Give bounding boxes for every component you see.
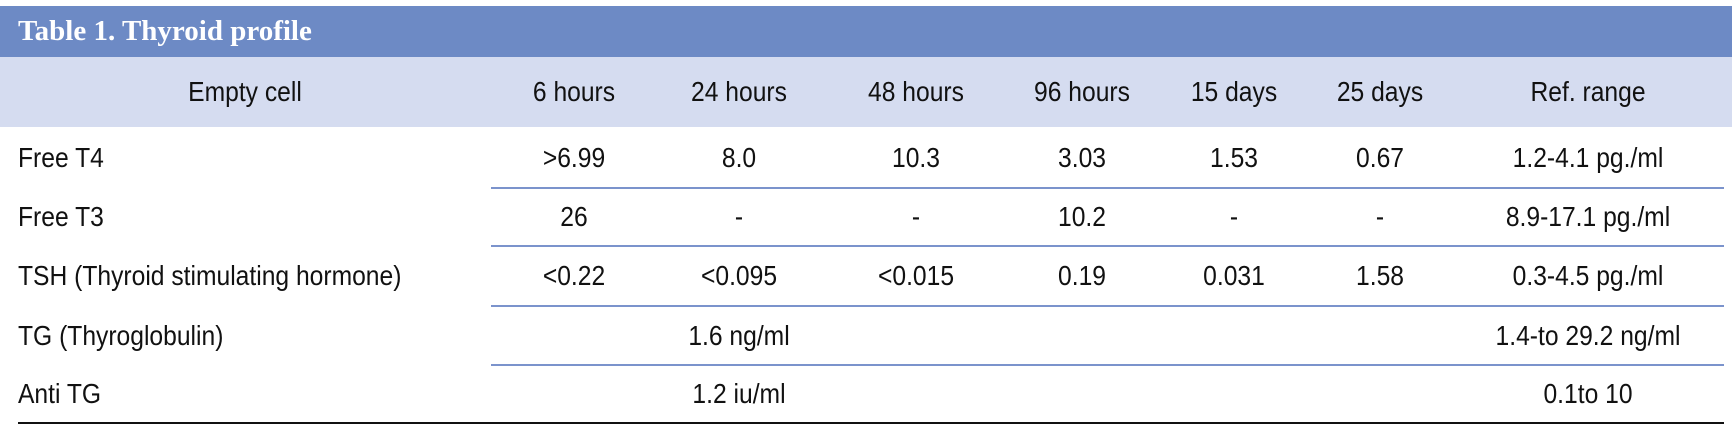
row-separator [491, 305, 1724, 307]
ref-range: 0.1to 10 [1543, 378, 1633, 409]
value-cell: - [734, 201, 744, 232]
row-separator [491, 364, 1724, 366]
title-bar [0, 6, 1732, 57]
value-cell: - [911, 201, 921, 232]
result-cell: 1.6 ng/ml [688, 319, 790, 351]
row-label: TG (Thyroglobulin) [18, 319, 224, 351]
row-separator [491, 187, 1724, 189]
column-header: 96 hours [1034, 76, 1130, 107]
value-cell: 1.58 [1356, 260, 1404, 291]
value-cell: 26 [560, 201, 588, 232]
value-cell: <0.095 [700, 260, 778, 291]
column-header: Empty cell [188, 76, 302, 107]
value-cell: 0.031 [1203, 260, 1265, 291]
row-label: Free T3 [18, 201, 104, 232]
row-label: Anti TG [18, 378, 102, 409]
ref-range: 0.3-4.5 pg./ml [1512, 260, 1664, 291]
value-cell: >6.99 [542, 141, 606, 173]
value-cell: - [1375, 201, 1385, 232]
ref-range: 1.4-to 29.2 ng/ml [1495, 319, 1681, 351]
table-title: Table 1. Thyroid profile [18, 15, 312, 47]
column-header: 24 hours [691, 76, 787, 107]
row-label: TSH (Thyroid stimulating hormone) [18, 260, 402, 291]
row-separator [491, 245, 1724, 247]
column-header: 25 days [1336, 76, 1424, 107]
column-header: 15 days [1190, 76, 1278, 107]
column-header: 6 hours [532, 76, 616, 107]
ref-range: 1.2-4.1 pg./ml [1512, 141, 1664, 173]
value-cell: 0.19 [1058, 260, 1106, 291]
row-label: Free T4 [18, 141, 104, 173]
value-cell: <0.22 [542, 260, 606, 291]
value-cell: <0.015 [877, 260, 955, 291]
value-cell: - [1229, 201, 1239, 232]
value-cell: 3.03 [1058, 141, 1106, 173]
result-cell: 1.2 iu/ml [692, 378, 786, 409]
column-header: Ref. range [1530, 76, 1646, 107]
value-cell: 8.0 [721, 141, 757, 173]
value-cell: 10.2 [1058, 201, 1106, 232]
column-header: 48 hours [868, 76, 964, 107]
bottom-rule [18, 422, 1724, 424]
header-row [0, 57, 1732, 127]
value-cell: 0.67 [1356, 141, 1404, 173]
ref-range: 8.9-17.1 pg./ml [1505, 201, 1671, 232]
value-cell: 1.53 [1210, 141, 1258, 173]
value-cell: 10.3 [892, 141, 940, 173]
